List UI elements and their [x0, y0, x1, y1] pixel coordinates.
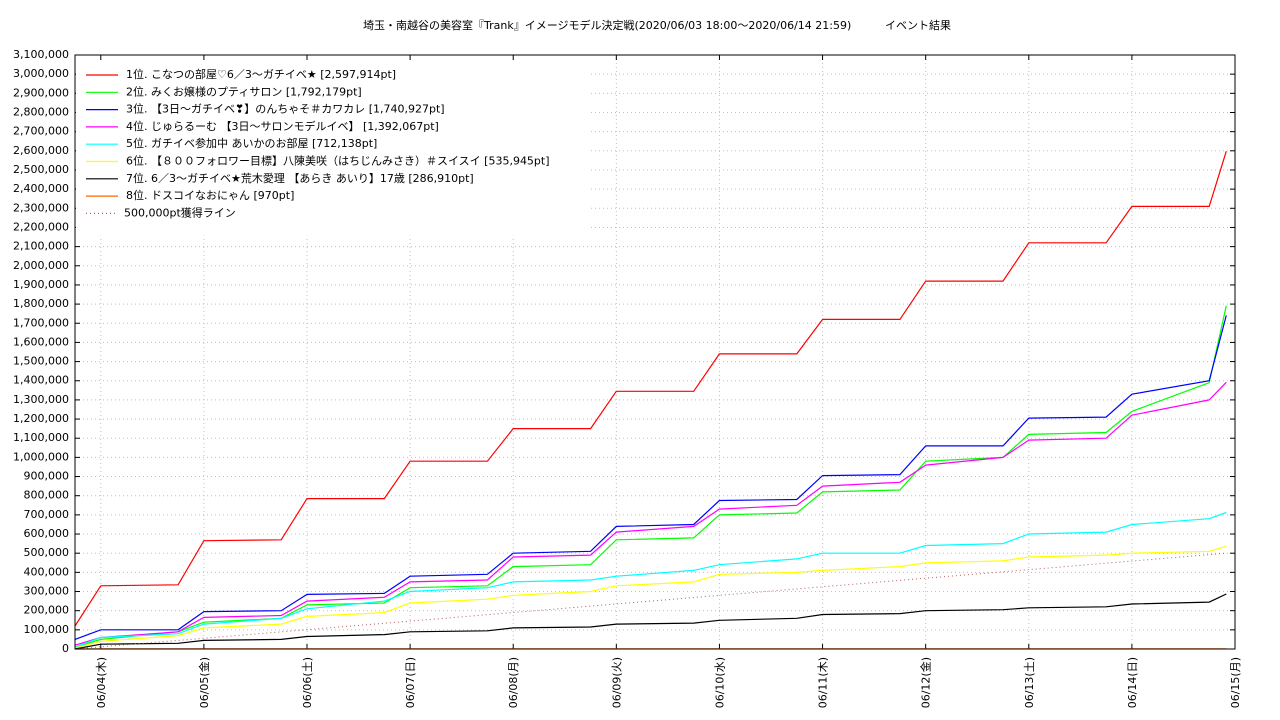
y-tick-label: 1,600,000	[13, 335, 69, 348]
x-tick-label: 06/15(月)	[1229, 657, 1242, 708]
y-tick-label: 3,100,000	[13, 48, 69, 61]
x-tick-label: 06/07(日)	[404, 657, 417, 708]
y-tick-label: 2,100,000	[13, 240, 69, 253]
y-tick-label: 1,900,000	[13, 278, 69, 291]
y-tick-label: 1,200,000	[13, 412, 69, 425]
series-line	[74, 381, 1227, 646]
y-tick-label: 2,800,000	[13, 105, 69, 118]
legend-label: 6位. 【８００フォロワー目標】八陳美咲（はちじんみさき）＃スイスイ [535,…	[126, 154, 550, 168]
y-tick-label: 700,000	[24, 508, 70, 521]
y-tick-label: 1,800,000	[13, 297, 69, 310]
legend-label: 2位. みくお嬢様のプティサロン [1,792,179pt]	[126, 84, 362, 98]
series-line	[74, 545, 1227, 649]
series-line	[74, 511, 1227, 648]
x-tick-label: 06/14(日)	[1126, 657, 1139, 708]
y-tick-label: 2,700,000	[13, 125, 69, 138]
y-tick-label: 400,000	[24, 565, 70, 578]
x-tick-label: 06/06(土)	[301, 657, 314, 708]
y-tick-label: 1,500,000	[13, 355, 69, 368]
legend-label: 500,000pt獲得ライン	[124, 206, 236, 219]
series-line	[74, 593, 1227, 650]
y-tick-label: 3,000,000	[13, 67, 69, 80]
y-tick-label: 1,400,000	[13, 374, 69, 387]
y-tick-label: 2,200,000	[13, 220, 69, 233]
chart-subtitle: イベント結果	[885, 18, 951, 32]
y-tick-label: 0	[62, 642, 69, 655]
y-tick-label: 900,000	[24, 470, 70, 483]
series-line	[74, 315, 1227, 640]
y-tick-label: 500,000	[24, 546, 70, 559]
y-tick-label: 2,600,000	[13, 144, 69, 157]
y-tick-label: 1,100,000	[13, 431, 69, 444]
legend-label: 1位. こなつの部屋♡6／3〜ガチイベ★ [2,597,914pt]	[126, 67, 396, 81]
x-tick-label: 06/13(土)	[1023, 657, 1036, 708]
x-tick-label: 06/12(金)	[919, 657, 933, 708]
x-tick-label: 06/09(火)	[610, 657, 623, 708]
x-tick-label: 06/10(水)	[713, 657, 726, 708]
y-tick-label: 2,400,000	[13, 182, 69, 195]
y-tick-label: 300,000	[24, 585, 70, 598]
y-tick-label: 2,000,000	[13, 259, 69, 272]
y-tick-label: 100,000	[24, 623, 70, 636]
legend-label: 8位. ドスコイなおにゃん [970pt]	[126, 188, 294, 202]
series-line	[74, 552, 1227, 650]
x-tick-label: 06/05(金)	[197, 657, 211, 708]
y-tick-label: 1,700,000	[13, 316, 69, 329]
series-line	[74, 151, 1227, 627]
y-tick-label: 200,000	[24, 604, 70, 617]
y-tick-label: 2,900,000	[13, 86, 69, 99]
legend-label: 5位. ガチイベ参加中 あいかのお部屋 [712,138pt]	[126, 136, 377, 150]
y-tick-label: 1,000,000	[13, 450, 69, 463]
legend-label: 4位. じゅらるーむ 【3日〜サロンモデルイベ】 [1,392,067pt]	[126, 119, 439, 133]
y-tick-label: 2,300,000	[13, 201, 69, 214]
legend-label: 7位. 6／3〜ガチイベ★荒木愛理 【あらき あいり】17歳 [286,910p…	[126, 171, 474, 185]
legend-box	[76, 62, 591, 236]
y-tick-label: 1,300,000	[13, 393, 69, 406]
x-tick-label: 06/04(木)	[95, 657, 108, 708]
x-tick-label: 06/11(木)	[817, 657, 830, 708]
y-tick-label: 800,000	[24, 489, 70, 502]
x-tick-label: 06/08(月)	[507, 657, 520, 708]
y-tick-label: 2,500,000	[13, 163, 69, 176]
plot-frame	[74, 54, 1236, 650]
y-tick-label: 600,000	[24, 527, 70, 540]
legend-label: 3位. 【3日〜ガチイベ❣】のんちゃそ＃カワカレ [1,740,927pt]	[126, 102, 445, 116]
chart-title: 埼玉・南越谷の美容室『Trank』イメージモデル決定戦(2020/06/03 1…	[363, 18, 851, 32]
